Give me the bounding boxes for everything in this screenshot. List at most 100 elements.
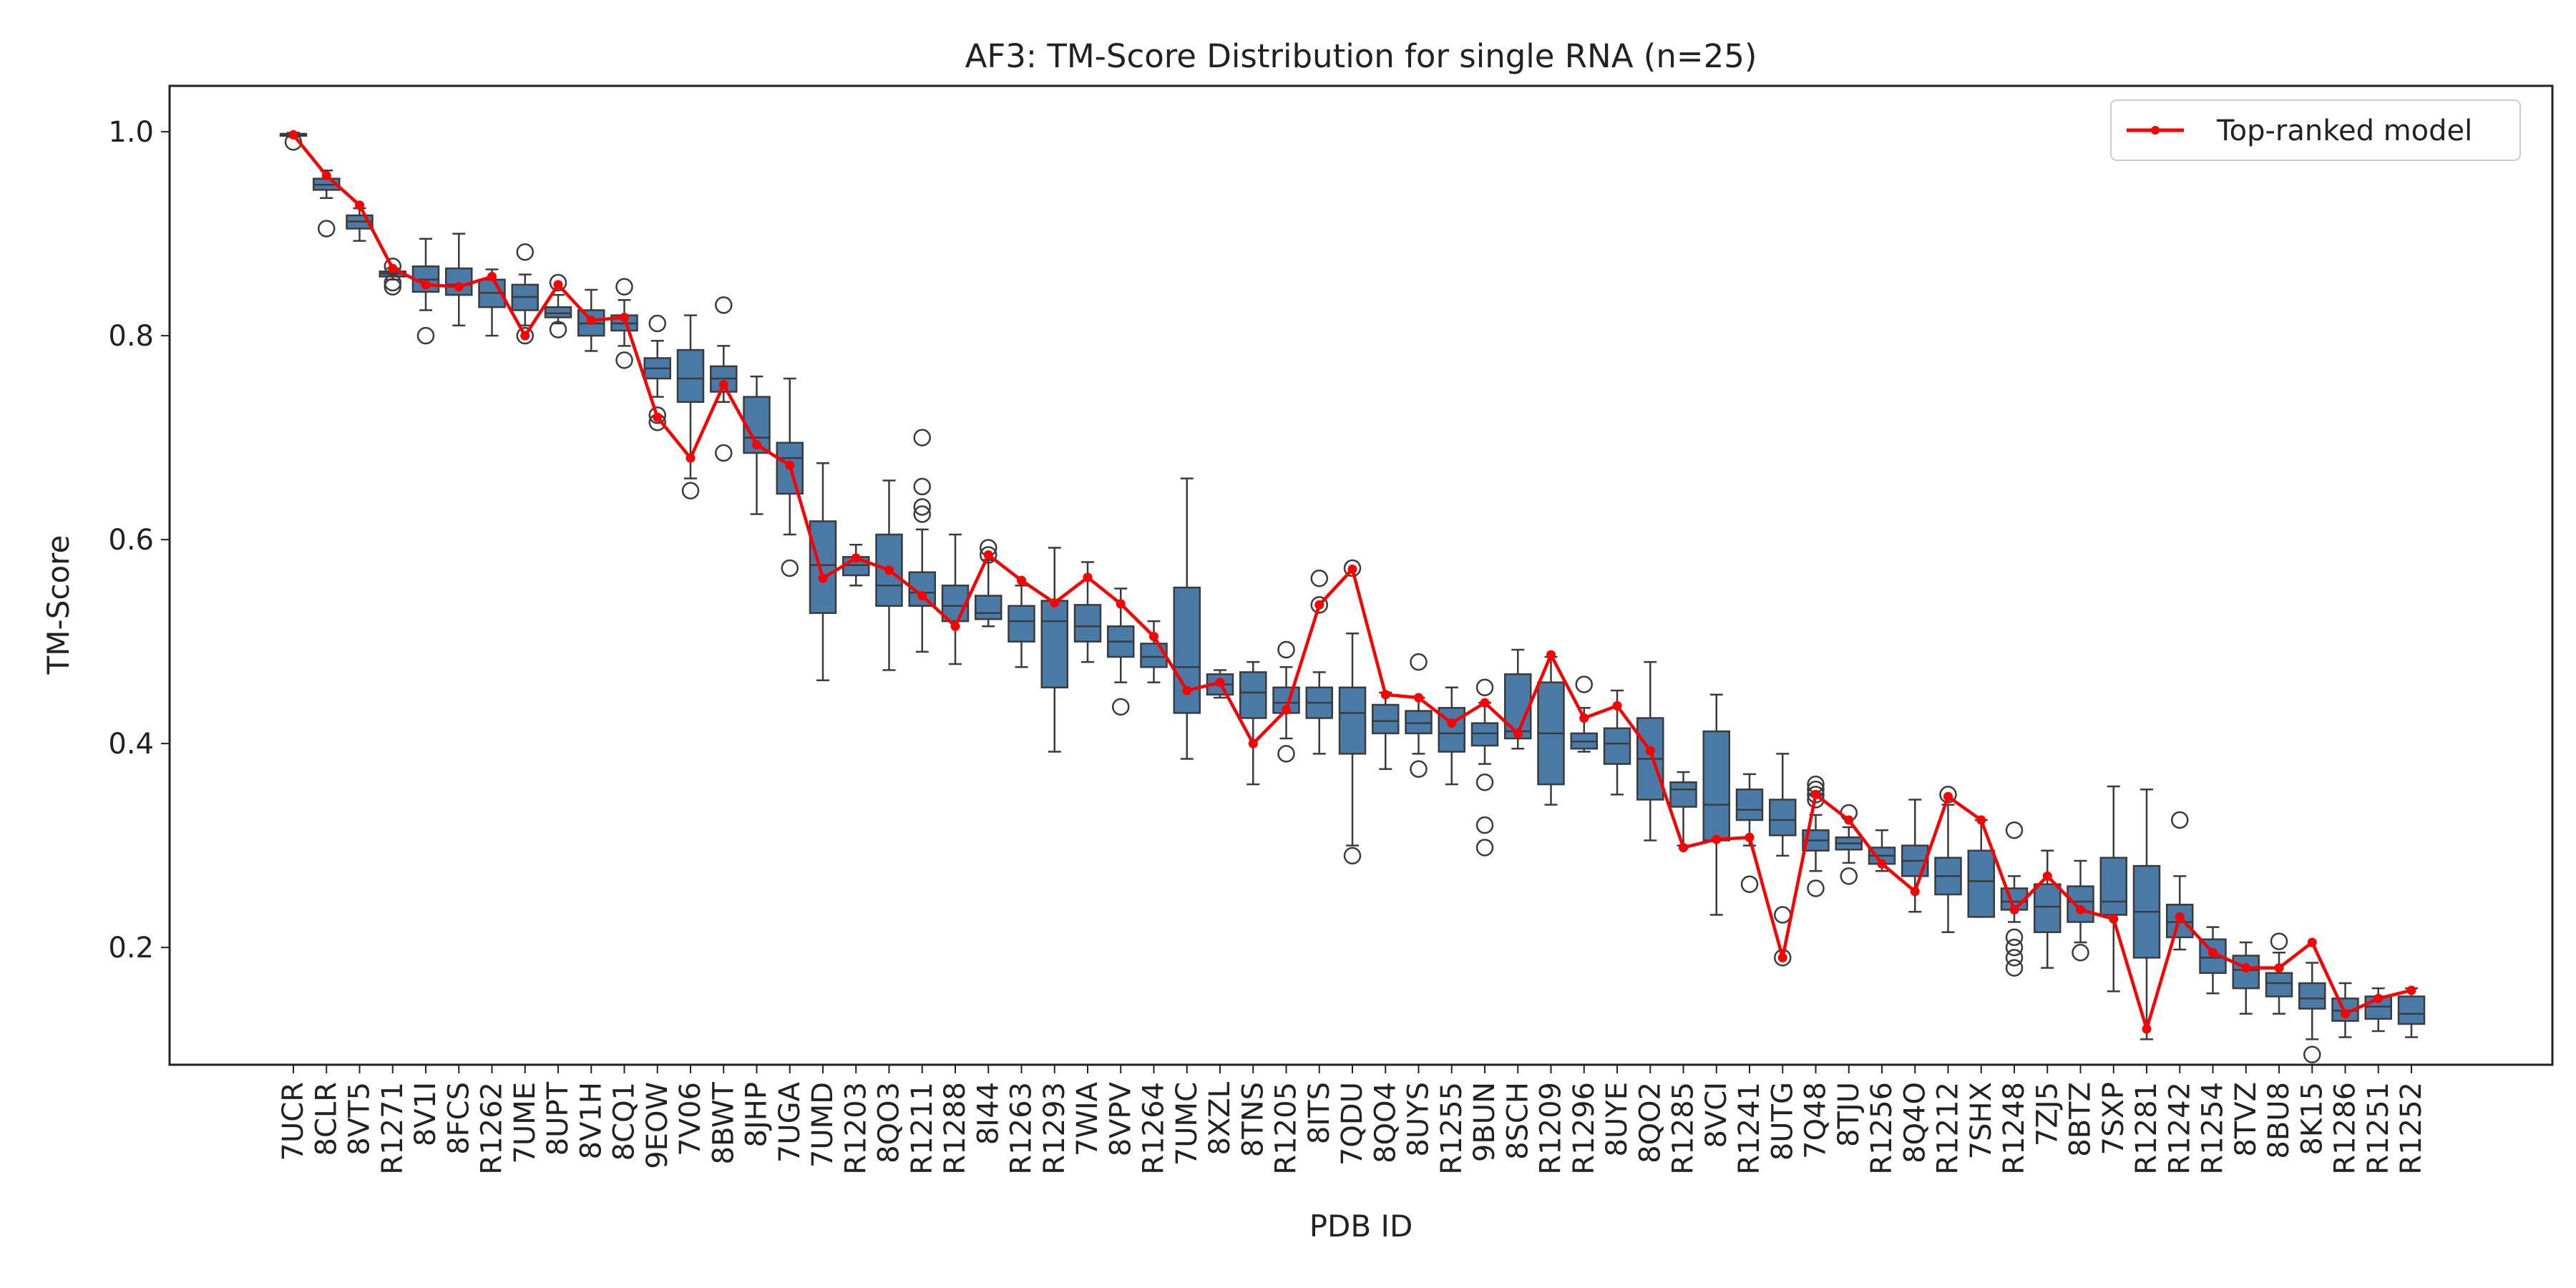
x-tick-label: R1203 [839, 1082, 872, 1175]
box-7UMD [809, 462, 837, 682]
top-ranked-point [1314, 600, 1324, 610]
top-ranked-point [1612, 701, 1622, 711]
top-ranked-point [1248, 738, 1258, 748]
x-tick-label: 7UME [509, 1082, 542, 1164]
top-ranked-point [1811, 789, 1820, 799]
outlier-point [980, 546, 997, 564]
outlier-point [1112, 698, 1130, 716]
x-tick-label: 7SHX [1965, 1082, 1998, 1159]
x-tick-label: R1271 [376, 1082, 409, 1175]
box-7V06 [676, 314, 705, 499]
top-ranked-point [718, 380, 728, 390]
outlier-point [549, 273, 567, 292]
top-ranked-point [1579, 713, 1589, 723]
box-iqr [1040, 600, 1068, 688]
outlier-point [615, 351, 633, 369]
outlier-point [2005, 821, 2024, 839]
top-ranked-point [2009, 904, 2019, 914]
top-ranked-point [2341, 1009, 2350, 1019]
box-8TJU [1835, 804, 1863, 885]
box-8UYS [1405, 653, 1433, 778]
outlier-point [615, 278, 633, 296]
boxplot-group [279, 132, 2426, 1063]
box-iqr [1669, 781, 1697, 808]
outlier-point [549, 321, 567, 338]
x-tick-label: 7QDU [1336, 1082, 1369, 1166]
top-ranked-point [1480, 698, 1490, 708]
outlier-point [913, 498, 931, 516]
top-ranked-point [553, 280, 563, 290]
x-tick-label: R1286 [2329, 1082, 2362, 1175]
box-7SXP [2099, 785, 2127, 992]
x-tick-label: 8BTZ [2064, 1082, 2097, 1157]
outlier-point [648, 314, 666, 333]
outlier-point [1475, 678, 1494, 696]
outlier-point [1410, 653, 1428, 671]
outlier-point [715, 296, 733, 314]
top-ranked-point [1414, 693, 1423, 703]
x-tick-label: 8VPV [1104, 1081, 1137, 1156]
box-8K15 [2298, 962, 2326, 1063]
x-tick-label: R1241 [1733, 1082, 1766, 1175]
box-iqr [941, 585, 970, 623]
top-ranked-point [884, 565, 894, 575]
top-ranked-point [2109, 914, 2119, 924]
box-7WIA [1073, 561, 1102, 663]
box-iqr [676, 348, 705, 404]
x-tick-label: 8QO4 [1369, 1082, 1402, 1163]
x-tick-label: R1212 [1932, 1082, 1965, 1175]
outlier-point [1575, 675, 1593, 693]
top-ranked-point [487, 271, 497, 281]
legend-box [2110, 99, 2521, 161]
box-iqr [2298, 982, 2326, 1010]
x-tick-label: 8CLR [310, 1082, 343, 1156]
top-ranked-point [1380, 690, 1390, 700]
box-8TNS [1239, 660, 1267, 786]
top-ranked-point [653, 412, 663, 422]
x-axis-ticks: 7UCR 8CLR 8VT5 R1271 8V1I 8FCS R1262 7UME 8UPT 8V… [277, 1065, 2428, 1175]
box-8V1H [577, 288, 605, 352]
top-ranked-point [388, 263, 398, 273]
top-ranked-point [1546, 650, 1556, 660]
top-ranked-point [950, 621, 960, 631]
outlier-point [516, 326, 534, 345]
y-tick-label: 0.2 [108, 932, 154, 965]
outlier-point [1807, 879, 1825, 897]
outlier-point [1410, 760, 1428, 778]
x-tick-label: 8I44 [972, 1082, 1005, 1145]
x-tick-label: 8JHP [741, 1082, 774, 1147]
outlier-point [318, 220, 336, 238]
outlier-point [1939, 786, 1957, 804]
outlier-point [384, 273, 401, 292]
x-tick-label: R1255 [1435, 1082, 1468, 1175]
x-tick-label: 8UYS [1402, 1082, 1435, 1157]
x-tick-label: 8CQ1 [608, 1082, 641, 1161]
x-tick-label: 7UCR [277, 1082, 310, 1161]
x-tick-label: 8TJU [1833, 1082, 1865, 1147]
x-tick-label: 8BU8 [2263, 1082, 2296, 1159]
x-tick-label: 8FCS [442, 1082, 475, 1155]
box-8BU8 [2265, 932, 2293, 1015]
box-8UPT [544, 273, 572, 338]
outlier-point [1475, 839, 1494, 857]
top-ranked-point [355, 200, 364, 210]
x-tick-label: R1263 [1005, 1082, 1038, 1175]
top-ranked-point [454, 282, 464, 292]
top-ranked-point [1976, 815, 1986, 825]
top-ranked-point [1447, 718, 1457, 728]
box-iqr [1702, 730, 1730, 841]
outlier-point [913, 477, 931, 496]
legend-marker-swatch [2151, 126, 2160, 135]
box-8BTZ [2067, 859, 2094, 962]
legend-label: Top-ranked model [2216, 114, 2472, 147]
top-ranked-point [1844, 815, 1854, 825]
x-tick-label: 9BUN [1468, 1082, 1501, 1162]
top-ranked-point [752, 440, 761, 450]
box-iqr [1735, 789, 1764, 821]
box-8VCI [1702, 693, 1730, 916]
outlier-point [384, 278, 401, 296]
top-ranked-point [1083, 572, 1093, 582]
x-tick-label: 8QO3 [873, 1082, 906, 1163]
y-tick-label: 1.0 [108, 116, 154, 149]
outlier-point [2005, 959, 2024, 977]
